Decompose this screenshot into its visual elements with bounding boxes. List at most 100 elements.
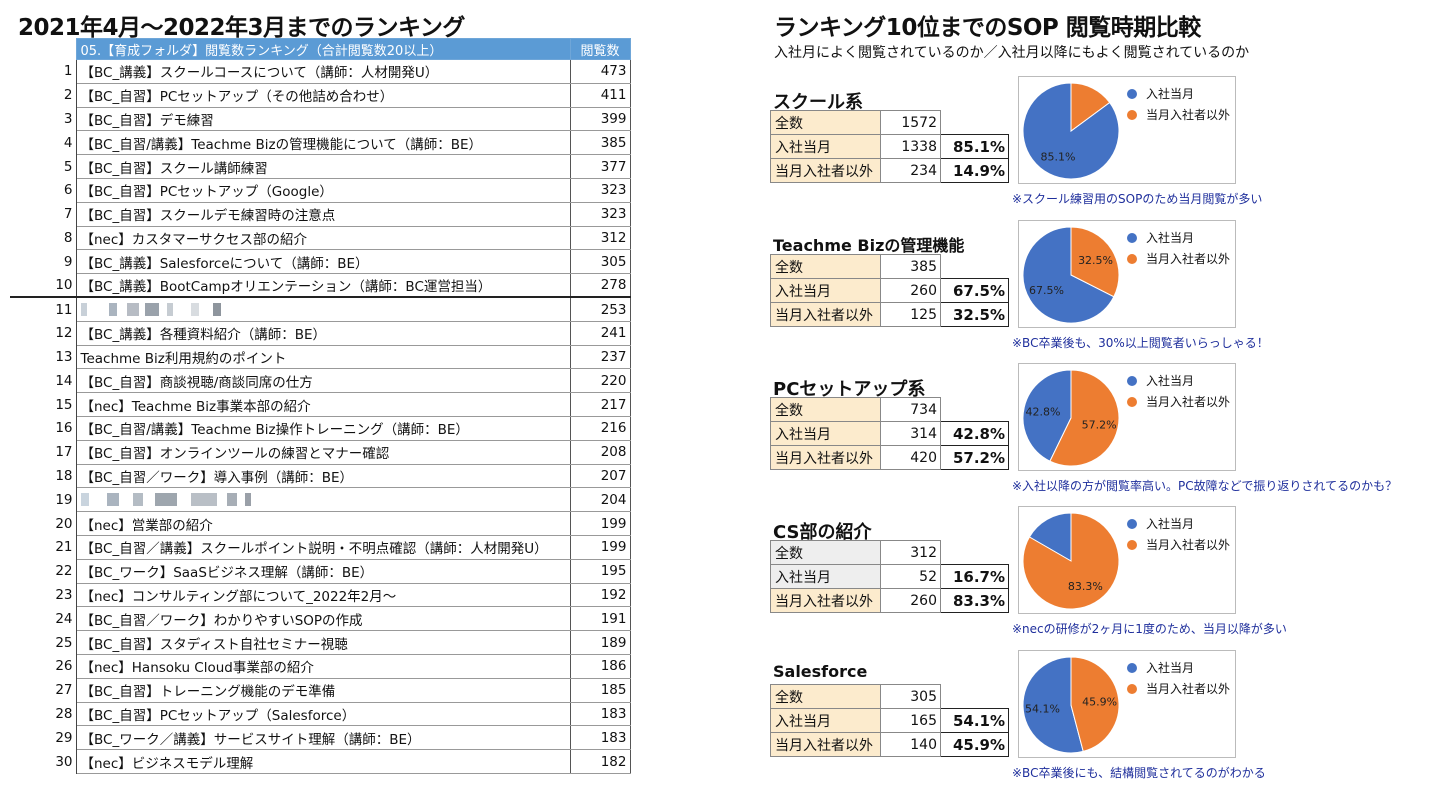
current-month-count[interactable]: 1338 <box>880 134 941 159</box>
rank-sop-name[interactable]: 【BC_自習】商談視聴/商談同席の仕方 <box>76 368 571 394</box>
rank-view-count[interactable]: 253 <box>570 296 631 322</box>
current-month-label[interactable]: 入社当月 <box>770 134 881 159</box>
rank-view-count[interactable]: 199 <box>570 511 631 536</box>
pie-slice-current-month[interactable] <box>1022 226 1115 324</box>
rank-sop-name[interactable]: 【BC_自習】スクールデモ練習時の注意点 <box>76 202 571 227</box>
rank-sop-name[interactable]: 【nec】営業部の紹介 <box>76 511 571 536</box>
other-percent[interactable]: 45.9% <box>940 732 1009 757</box>
rank-sop-name[interactable] <box>76 487 571 513</box>
rank-number[interactable]: 3 <box>10 107 77 131</box>
total-label[interactable]: 全数 <box>770 684 881 709</box>
other-label[interactable]: 当月入社者以外 <box>770 732 881 757</box>
rank-view-count[interactable]: 217 <box>570 392 631 417</box>
total-label[interactable]: 全数 <box>770 540 881 565</box>
rank-view-count[interactable]: 195 <box>570 559 631 584</box>
rank-sop-name[interactable]: 【BC_自習／ワーク】わかりやすいSOPの作成 <box>76 606 571 632</box>
rank-sop-name[interactable] <box>76 296 571 322</box>
rank-number[interactable]: 24 <box>10 606 77 631</box>
rank-view-count[interactable]: 241 <box>570 321 631 346</box>
rank-sop-name[interactable]: 【nec】カスタマーサクセス部の紹介 <box>76 226 571 251</box>
rank-sop-name[interactable]: 【BC_自習】PCセットアップ（その他詰め合わせ） <box>76 83 571 108</box>
other-label[interactable]: 当月入社者以外 <box>770 445 881 470</box>
ranking-header-title[interactable]: 05.【育成フォルダ】閲覧数ランキング（合計閲覧数20以上） <box>75 38 571 60</box>
rank-view-count[interactable]: 191 <box>570 606 631 632</box>
rank-number[interactable]: 6 <box>10 178 77 203</box>
other-count[interactable]: 234 <box>880 158 941 183</box>
rank-number[interactable]: 25 <box>10 630 77 655</box>
rank-number[interactable]: 18 <box>10 464 77 488</box>
rank-view-count[interactable]: 305 <box>570 249 631 275</box>
rank-sop-name[interactable]: 【BC_自習/講義】Teachme Bizの管理機能について（講師：BE） <box>76 130 571 156</box>
pie-slice-current-month[interactable] <box>1022 369 1072 462</box>
rank-number[interactable]: 26 <box>10 654 77 679</box>
rank-number[interactable]: 11 <box>10 296 77 322</box>
rank-view-count[interactable]: 323 <box>570 202 631 227</box>
total-count[interactable]: 1572 <box>880 110 941 135</box>
total-count[interactable]: 312 <box>880 540 941 565</box>
rank-number[interactable]: 28 <box>10 702 77 726</box>
rank-view-count[interactable]: 220 <box>570 368 631 394</box>
total-label[interactable]: 全数 <box>770 397 881 422</box>
current-month-count[interactable]: 165 <box>880 708 941 733</box>
rank-number[interactable]: 27 <box>10 678 77 703</box>
rank-view-count[interactable]: 399 <box>570 107 631 132</box>
pie-slice-current-month[interactable] <box>1022 656 1084 754</box>
pie-slice-other[interactable] <box>1070 226 1120 298</box>
rank-view-count[interactable]: 208 <box>570 440 631 465</box>
ranking-header-count[interactable]: 閲覧数 <box>569 38 631 60</box>
rank-number[interactable]: 4 <box>10 130 77 155</box>
rank-sop-name[interactable]: 【BC_講義】スクールコースについて（講師：人材開発U） <box>76 59 571 84</box>
other-count[interactable]: 260 <box>880 588 941 613</box>
rank-view-count[interactable]: 183 <box>570 702 631 727</box>
rank-number[interactable]: 23 <box>10 583 77 607</box>
rank-number[interactable]: 16 <box>10 416 77 441</box>
pie-chart[interactable]: 54.1% 45.9% 入社当月 当月入社者以外 <box>1018 650 1236 758</box>
rank-number[interactable]: 20 <box>10 511 77 536</box>
current-month-percent[interactable]: 54.1% <box>940 708 1009 733</box>
rank-view-count[interactable]: 186 <box>570 654 631 679</box>
rank-view-count[interactable]: 207 <box>570 464 631 489</box>
current-month-label[interactable]: 入社当月 <box>770 564 881 589</box>
other-count[interactable]: 125 <box>880 302 941 327</box>
rank-sop-name[interactable]: 【BC_自習】スタディスト自社セミナー視聴 <box>76 630 571 655</box>
total-count[interactable]: 385 <box>880 254 941 279</box>
other-label[interactable]: 当月入社者以外 <box>770 302 881 327</box>
rank-number[interactable]: 1 <box>10 59 77 84</box>
current-month-label[interactable]: 入社当月 <box>770 421 881 446</box>
rank-view-count[interactable]: 473 <box>570 59 631 84</box>
pie-slice-other[interactable] <box>1070 82 1111 132</box>
rank-sop-name[interactable]: 【nec】ビジネスモデル理解 <box>76 749 571 774</box>
rank-number[interactable]: 17 <box>10 440 77 465</box>
rank-view-count[interactable]: 199 <box>570 535 631 560</box>
total-label[interactable]: 全数 <box>770 254 881 279</box>
total-count[interactable]: 305 <box>880 684 941 709</box>
rank-number[interactable]: 21 <box>10 535 77 560</box>
pie-chart[interactable]: 83.3% 入社当月 当月入社者以外 <box>1018 506 1236 614</box>
current-month-count[interactable]: 52 <box>880 564 941 589</box>
rank-view-count[interactable]: 323 <box>570 178 631 203</box>
rank-number[interactable]: 8 <box>10 226 77 250</box>
rank-view-count[interactable]: 385 <box>570 130 631 156</box>
rank-sop-name[interactable]: 【BC_自習】PCセットアップ（Google） <box>76 178 571 203</box>
current-month-count[interactable]: 260 <box>880 278 941 303</box>
rank-number[interactable]: 29 <box>10 725 77 750</box>
rank-number[interactable]: 14 <box>10 368 77 393</box>
current-month-percent[interactable]: 16.7% <box>940 564 1009 589</box>
other-percent[interactable]: 57.2% <box>940 445 1009 470</box>
other-count[interactable]: 140 <box>880 732 941 757</box>
rank-sop-name[interactable]: 【BC_講義】BootCampオリエンテーション（講師：BC運営担当） <box>76 273 571 298</box>
rank-number[interactable]: 13 <box>10 345 77 369</box>
rank-view-count[interactable]: 192 <box>570 583 631 608</box>
rank-view-count[interactable]: 312 <box>570 226 631 251</box>
rank-sop-name[interactable]: 【nec】Teachme Biz事業本部の紹介 <box>76 392 571 417</box>
other-label[interactable]: 当月入社者以外 <box>770 588 881 613</box>
rank-view-count[interactable]: 183 <box>570 725 631 751</box>
pie-slice-other[interactable] <box>1049 369 1120 467</box>
pie-chart[interactable]: 42.8% 57.2% 入社当月 当月入社者以外 <box>1018 363 1236 471</box>
rank-sop-name[interactable]: 【nec】コンサルティング部について_2022年2月〜 <box>76 583 571 608</box>
current-month-label[interactable]: 入社当月 <box>770 708 881 733</box>
rank-view-count[interactable]: 278 <box>570 273 631 298</box>
rank-view-count[interactable]: 189 <box>570 630 631 655</box>
rank-sop-name[interactable]: 【BC_自習】トレーニング機能のデモ準備 <box>76 678 571 703</box>
rank-sop-name[interactable]: Teachme Biz利用規約のポイント <box>76 345 571 370</box>
